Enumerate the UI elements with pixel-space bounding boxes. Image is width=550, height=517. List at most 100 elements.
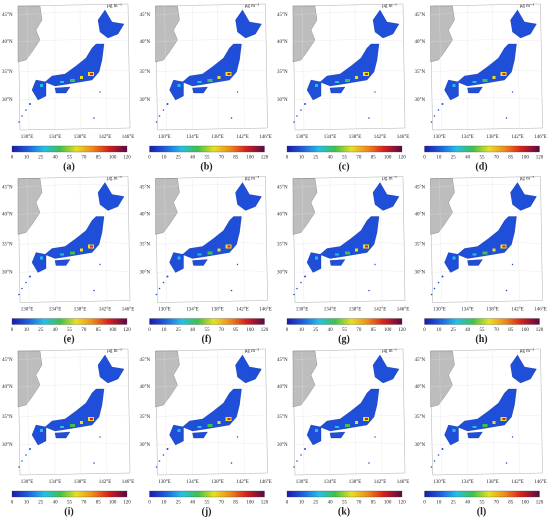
latitude-label: 30°N <box>415 98 426 103</box>
longitude-label: 130°E <box>296 135 309 140</box>
unit-label: µg m⁻³ <box>520 176 535 182</box>
longitude-label: 134°E <box>49 480 62 485</box>
longitude-label: 130°E <box>296 480 309 485</box>
latitude-label: 45°N <box>415 358 426 363</box>
latitude-label: 40°N <box>415 40 426 45</box>
latitude-label: 40°N <box>140 213 151 218</box>
colorbar-tick-label: 40 <box>53 501 59 506</box>
panel: µg m⁻³ 45°N 40°N 35°N 30°N 130°E 134°E 138°E 142… <box>140 348 272 517</box>
latitude-label: 40°N <box>415 385 426 390</box>
colorbar-tick-label: 70 <box>81 156 87 161</box>
colorbar-tick-label: 70 <box>356 328 362 333</box>
colorbar-tick-label: 55 <box>205 328 211 333</box>
longitude-label: 146°E <box>534 480 547 485</box>
colorbar-tick-label: 40 <box>190 501 196 506</box>
latitude-label: 35°N <box>415 243 426 248</box>
map <box>17 3 131 131</box>
panel-label: (h) <box>475 334 487 345</box>
colorbar-tick-label: 10 <box>161 156 167 161</box>
colorbar-tick-label: 55 <box>342 501 348 506</box>
colorbar-tick-label: 25 <box>451 328 457 333</box>
latitude-label: 45°N <box>277 186 288 191</box>
longitude-label: 142°E <box>99 308 112 313</box>
longitude-label: 134°E <box>461 135 474 140</box>
colorbar-tick-label: 25 <box>38 156 44 161</box>
colorbar-tick-label: 0 <box>286 156 289 161</box>
longitude-label: 130°E <box>433 480 446 485</box>
colorbar-tick-label: 25 <box>38 328 44 333</box>
panel-label: (b) <box>200 161 212 172</box>
unit-label: µg m⁻³ <box>107 176 122 182</box>
latitude-label: 35°N <box>140 415 151 420</box>
unit-label: µg m⁻³ <box>382 3 397 9</box>
colorbar-tick-label: 85 <box>508 501 514 506</box>
panel: µg m⁻³ 45°N 40°N 35°N 30°N 130°E 134°E 138°E 142… <box>277 176 409 345</box>
map <box>155 3 268 131</box>
colorbar-tick-label: 25 <box>313 501 319 506</box>
longitude-label: 134°E <box>49 135 62 140</box>
colorbar-tick-label: 0 <box>148 156 151 161</box>
colorbar-tick-label: 25 <box>176 328 182 333</box>
panel-label: (k) <box>338 506 350 517</box>
colorbar-tick-label: 55 <box>205 501 211 506</box>
colorbar-tick-label: 120 <box>261 328 269 333</box>
map <box>430 348 543 476</box>
colorbar-tick-label: 25 <box>451 156 457 161</box>
longitude-label: 138°E <box>211 480 224 485</box>
colorbar-tick-label: 0 <box>423 328 426 333</box>
longitude-label: 138°E <box>486 480 499 485</box>
latitude-label: 45°N <box>2 186 13 191</box>
latitude-label: 35°N <box>2 415 13 420</box>
colorbar-tick-label: 100 <box>521 156 529 161</box>
longitude-label: 146°E <box>534 308 547 313</box>
unit-label: µg m⁻³ <box>245 348 260 354</box>
colorbar-tick-label: 85 <box>371 328 377 333</box>
longitude-label: 146°E <box>259 135 272 140</box>
longitude-label: 130°E <box>158 308 171 313</box>
latitude-label: 30°N <box>415 443 426 448</box>
colorbar-tick-label: 70 <box>356 156 362 161</box>
colorbar-tick-label: 25 <box>176 156 182 161</box>
longitude-label: 142°E <box>99 480 112 485</box>
colorbar-tick-label: 40 <box>328 156 334 161</box>
colorbar-tick-label: 40 <box>465 328 471 333</box>
colorbar-tick-label: 55 <box>480 501 486 506</box>
longitude-label: 138°E <box>211 135 224 140</box>
longitude-label: 146°E <box>122 480 135 485</box>
colorbar-tick-label: 0 <box>286 328 289 333</box>
longitude-label: 138°E <box>349 308 362 313</box>
colorbar-tick-label: 25 <box>451 501 457 506</box>
longitude-label: 130°E <box>433 135 446 140</box>
colorbar-tick-label: 70 <box>81 501 87 506</box>
panel-label: (c) <box>338 161 349 172</box>
colorbar <box>286 318 403 325</box>
colorbar-tick-label: 55 <box>67 156 73 161</box>
map <box>155 176 268 303</box>
colorbar <box>149 145 265 153</box>
longitude-label: 134°E <box>49 308 62 313</box>
latitude-label: 40°N <box>140 385 151 390</box>
colorbar-tick-label: 100 <box>246 328 254 333</box>
colorbar-tick-label: 0 <box>423 156 426 161</box>
longitude-label: 134°E <box>186 308 199 313</box>
colorbar-tick-label: 100 <box>246 501 254 506</box>
colorbar-tick-label: 10 <box>436 156 442 161</box>
panel: µg m⁻³ 45°N 40°N 35°N 30°N 130°E 134°E 138°E 142… <box>415 176 547 345</box>
colorbar-tick-label: 25 <box>176 501 182 506</box>
panel: µg m⁻³ 45°N 40°N 35°N 30°N 130°E 134°E 138°E 142… <box>2 176 134 345</box>
unit-label: µg m⁻³ <box>107 3 122 9</box>
colorbar-tick-label: 120 <box>536 328 544 333</box>
colorbar-tick-label: 100 <box>109 328 117 333</box>
colorbar <box>424 318 540 325</box>
longitude-label: 142°E <box>511 135 524 140</box>
panel-label: (d) <box>475 161 487 172</box>
longitude-label: 146°E <box>397 135 410 140</box>
panel-label: (i) <box>64 506 73 517</box>
longitude-label: 130°E <box>21 135 34 140</box>
latitude-label: 45°N <box>140 13 151 18</box>
longitude-label: 146°E <box>259 308 272 313</box>
longitude-label: 138°E <box>74 135 87 140</box>
colorbar <box>11 145 128 153</box>
colorbar <box>286 490 403 498</box>
